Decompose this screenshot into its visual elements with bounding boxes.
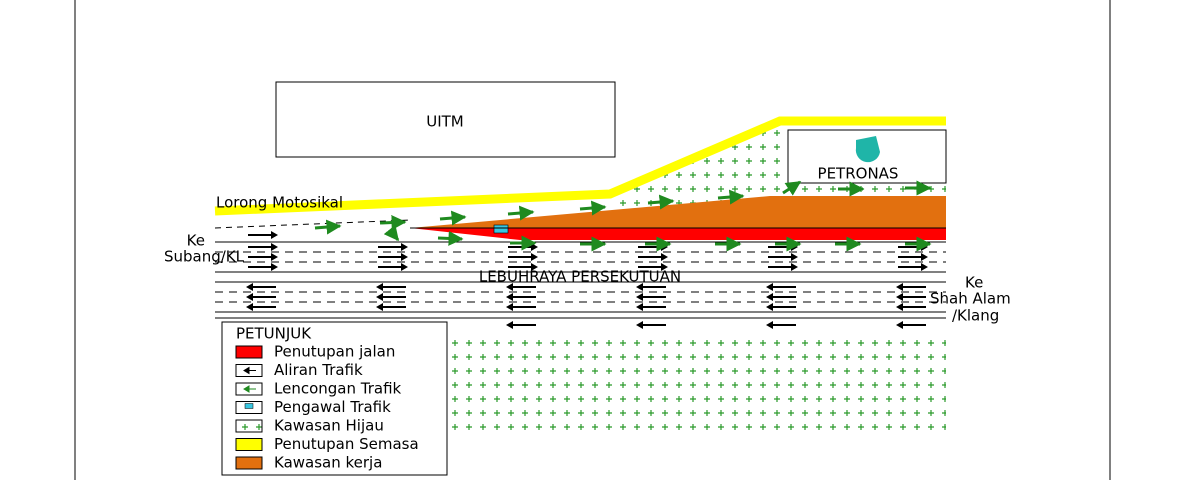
- traffic-arrow-head: [636, 283, 643, 291]
- uitm-label: UITM: [426, 113, 464, 131]
- traffic-arrow-head: [506, 283, 513, 291]
- detour-arrow: [439, 210, 467, 226]
- traffic-arrow-head: [636, 293, 643, 301]
- road-closure: [410, 228, 946, 240]
- traffic-arrow-head: [921, 263, 928, 271]
- detour-arrow: [383, 224, 400, 242]
- traffic-arrow-head: [401, 263, 408, 271]
- detour-arrow: [507, 205, 535, 221]
- west-label: Ke: [187, 232, 205, 250]
- traffic-arrow-head: [661, 263, 668, 271]
- traffic-arrow-head: [246, 303, 253, 311]
- legend-label: Penutupan jalan: [274, 343, 395, 361]
- traffic-arrow-head: [376, 303, 383, 311]
- traffic-warden: [493, 224, 509, 234]
- traffic-arrow-head: [921, 253, 928, 261]
- swatch: [235, 345, 263, 359]
- detour-arrow: [717, 189, 745, 205]
- traffic-arrow-head: [401, 243, 408, 251]
- swatch: [235, 419, 263, 433]
- traffic-arrow-head: [766, 293, 773, 301]
- traffic-arrow-head: [766, 283, 773, 291]
- traffic-arrow-head: [271, 231, 278, 239]
- motorcycle-lane-label: Lorong Motosikal: [216, 194, 343, 212]
- uitm-box: [275, 81, 616, 158]
- detour-arrow: [437, 230, 464, 246]
- motorcycle-lane: [214, 116, 946, 216]
- traffic-arrow-head: [636, 321, 643, 329]
- traffic-arrow-head: [246, 283, 253, 291]
- legend-label: Lencongan Trafik: [274, 380, 402, 398]
- traffic-arrow-head: [636, 303, 643, 311]
- traffic-arrow-head: [661, 253, 668, 261]
- traffic-arrow-head: [271, 263, 278, 271]
- detour-arrow: [579, 200, 607, 216]
- swatch-arrow: [243, 366, 256, 375]
- traffic-arrows: [246, 180, 932, 329]
- highway-label: LEBUHRAYA PERSEKUTUAN: [479, 268, 681, 286]
- traffic-arrow-head: [506, 303, 513, 311]
- petronas-label: PETRONAS: [818, 165, 899, 183]
- legend-title: PETUNJUK: [236, 325, 312, 343]
- traffic-arrow-head: [531, 263, 538, 271]
- traffic-arrow-head: [271, 253, 278, 261]
- swatch: [235, 438, 263, 451]
- green-area: [452, 332, 946, 436]
- traffic-arrow-head: [896, 293, 903, 301]
- legend-label: Penutupan Semasa: [274, 435, 419, 453]
- traffic-arrow-head: [506, 293, 513, 301]
- east-label: /Klang: [952, 307, 999, 325]
- legend-label: Kawasan Hijau: [274, 417, 384, 435]
- swatch: [235, 456, 263, 470]
- traffic-arrow-head: [506, 321, 513, 329]
- traffic-arrow-head: [531, 253, 538, 261]
- legend-label: Aliran Trafik: [274, 361, 363, 379]
- legend-label: Pengawal Trafik: [274, 398, 391, 416]
- west-label: Subang/KL: [164, 248, 245, 266]
- traffic-arrow-head: [896, 303, 903, 311]
- detour-arrow: [379, 215, 407, 231]
- traffic-arrow-head: [376, 283, 383, 291]
- detour-arrow: [314, 219, 342, 235]
- swatch-arrow: [243, 385, 256, 393]
- traffic-arrow-head: [791, 253, 798, 261]
- lane-lines: [214, 219, 946, 319]
- legend-label: Kawasan kerja: [274, 454, 382, 472]
- traffic-arrow-head: [401, 253, 408, 261]
- traffic-arrow-head: [246, 293, 253, 301]
- traffic-arrow-head: [376, 293, 383, 301]
- traffic-arrow-head: [896, 321, 903, 329]
- east-label: Shah Alam: [930, 290, 1011, 308]
- traffic-arrow-head: [791, 263, 798, 271]
- traffic-arrow-head: [271, 243, 278, 251]
- detour-arrow: [647, 194, 675, 210]
- traffic-arrow-head: [766, 321, 773, 329]
- east-label: Ke: [965, 274, 983, 292]
- traffic-arrow-head: [896, 283, 903, 291]
- work-zone: [410, 196, 946, 228]
- swatch-flag: [244, 403, 254, 409]
- petronas-logo: [855, 136, 880, 163]
- traffic-arrow-head: [766, 303, 773, 311]
- detour-arrow: [782, 180, 802, 196]
